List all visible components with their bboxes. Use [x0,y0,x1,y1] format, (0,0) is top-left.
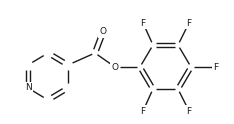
Text: O: O [111,62,118,72]
Text: F: F [186,18,192,28]
Text: F: F [140,18,146,28]
Text: F: F [186,107,192,115]
Text: O: O [99,28,106,36]
Text: N: N [25,83,31,93]
Text: F: F [213,62,219,72]
Text: F: F [140,107,146,115]
